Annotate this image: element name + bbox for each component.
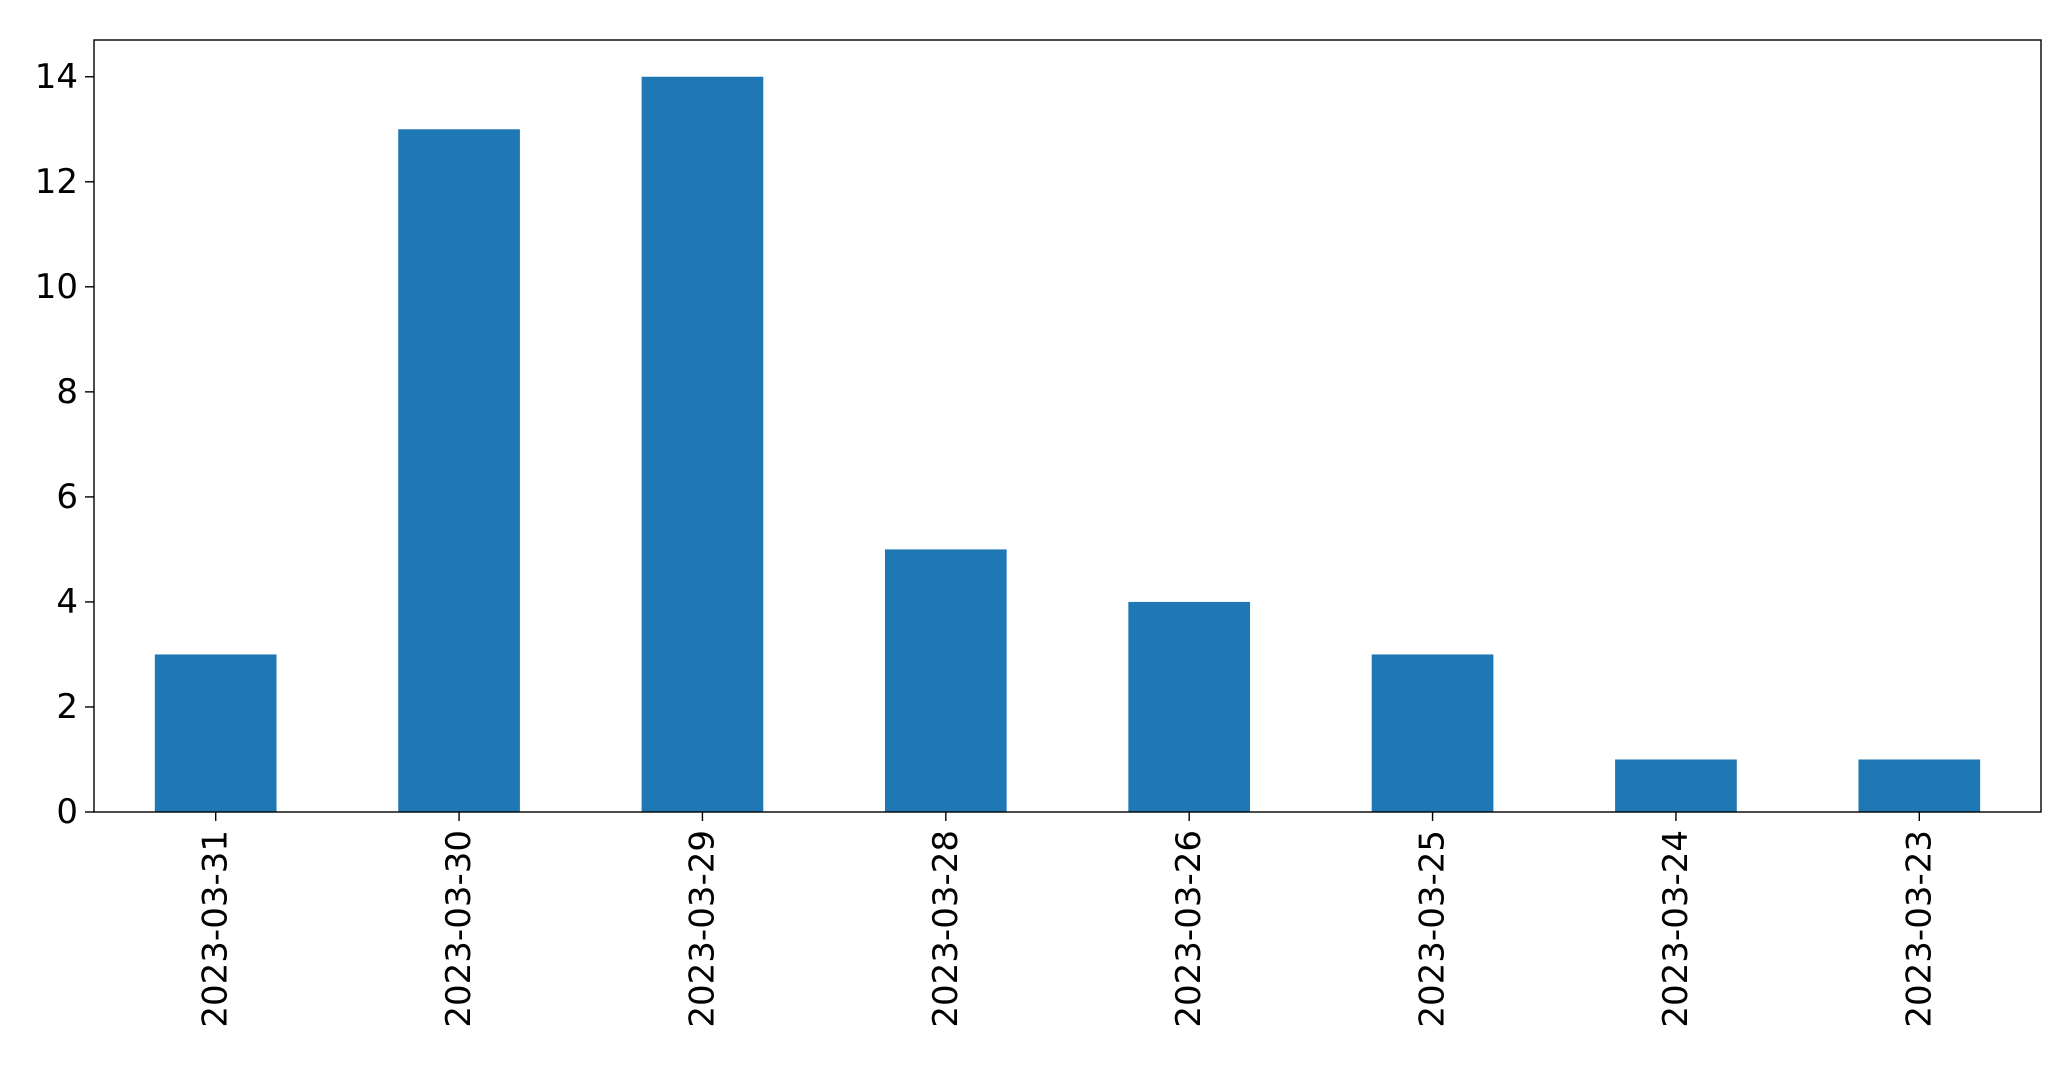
y-tick-label: 14 [35,57,78,97]
x-tick-label: 2023-03-31 [196,830,236,1028]
y-tick-label: 0 [56,792,78,832]
bar-2023-03-31 [154,654,277,812]
y-axis: 0 2 4 6 8 10 12 14 [35,57,94,832]
y-tick-label: 6 [56,477,78,517]
x-tick-label: 2023-03-26 [1169,830,1209,1028]
y-tick-label: 8 [56,372,78,412]
bar-2023-03-24 [1615,759,1737,812]
bar-2023-03-29 [641,76,764,812]
bar-2023-03-28 [884,549,1007,812]
bars-layer [154,76,1981,812]
y-tick-label: 2 [56,687,78,727]
x-tick-label: 2023-03-23 [1899,830,1939,1028]
x-tick-label: 2023-03-28 [926,830,966,1028]
y-tick-label: 10 [35,267,78,307]
x-tick-label: 2023-03-29 [682,830,722,1028]
x-tick-label: 2023-03-25 [1413,830,1453,1028]
x-axis: 2023-03-31 2023-03-30 2023-03-29 2023-03-28… [196,812,1939,1028]
y-tick-label: 12 [35,162,78,202]
bar-2023-03-23 [1858,759,1981,812]
plot-area-frame [93,39,2042,813]
bar-2023-03-26 [1128,601,1251,812]
x-tick-label: 2023-03-30 [439,830,479,1028]
x-tick-label: 2023-03-24 [1656,830,1696,1028]
bar-2023-03-25 [1371,654,1494,812]
y-tick-label: 4 [56,582,78,622]
bar-2023-03-30 [398,129,520,812]
